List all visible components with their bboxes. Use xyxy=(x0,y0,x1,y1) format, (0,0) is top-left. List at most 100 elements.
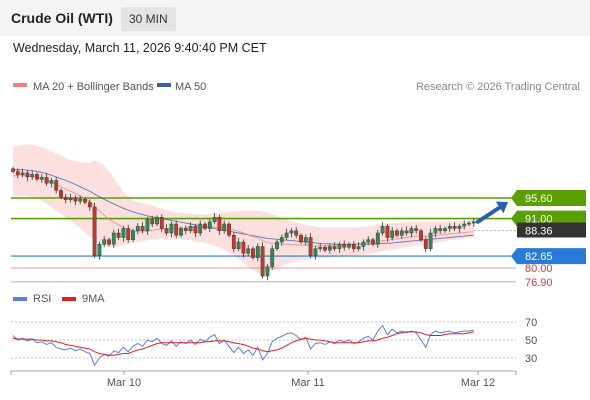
candle xyxy=(121,226,126,242)
candle-body xyxy=(131,230,135,241)
candle xyxy=(164,224,169,236)
candle xyxy=(169,221,174,238)
candle-body xyxy=(207,221,212,229)
level-tag-95-60 xyxy=(511,190,586,206)
candle-body xyxy=(255,246,260,258)
candle xyxy=(371,237,375,247)
candle-body xyxy=(452,226,457,229)
rsi-tick-70: 70 xyxy=(525,317,537,329)
candle-body xyxy=(111,232,116,245)
candle xyxy=(78,195,83,205)
x-axis: Mar 10 Mar 11 Mar 12 xyxy=(10,370,517,389)
candle xyxy=(395,228,399,238)
candle xyxy=(462,220,467,230)
rsi-ma-legend-swatch xyxy=(62,297,76,301)
chart-header: Crude Oil (WTI) 30 MIN xyxy=(0,0,590,36)
candle-body xyxy=(63,196,68,201)
x-tick-label: Mar 11 xyxy=(291,377,324,389)
candle-body xyxy=(438,228,443,231)
candle-body xyxy=(294,230,299,236)
candle xyxy=(116,228,121,240)
candle-body xyxy=(467,222,471,225)
candle-body xyxy=(73,197,78,202)
candle-body xyxy=(179,228,183,236)
candle-body xyxy=(251,248,255,258)
candle-body xyxy=(174,223,179,236)
candle xyxy=(73,195,78,206)
candle-body xyxy=(371,239,375,245)
candle-body xyxy=(59,190,63,198)
candle-body xyxy=(471,221,476,224)
credit-label: Research © 2026 Trading Central xyxy=(416,81,580,93)
candle xyxy=(15,168,20,179)
candle-body xyxy=(385,226,390,238)
candle-body xyxy=(308,237,313,256)
ma50-legend-label: MA 50 xyxy=(175,81,206,93)
candle-body xyxy=(39,177,44,180)
candle-body xyxy=(54,180,59,191)
candle-body xyxy=(404,230,409,234)
candle-body xyxy=(241,241,246,254)
instrument-title: Crude Oil (WTI) xyxy=(11,10,113,26)
candle xyxy=(323,245,327,253)
candle xyxy=(467,221,471,226)
candle-body xyxy=(15,171,20,175)
candle-body xyxy=(323,247,327,251)
candle xyxy=(150,215,155,228)
candle-body xyxy=(399,230,404,236)
candle-body xyxy=(159,217,164,229)
candle-body xyxy=(150,219,155,225)
x-tick-label: Mar 12 xyxy=(461,377,495,389)
candle-body xyxy=(188,226,193,232)
ma50-line xyxy=(12,168,474,245)
candle-body xyxy=(395,230,399,236)
timeframe-badge[interactable]: 30 MIN xyxy=(121,7,176,31)
candle xyxy=(246,245,251,257)
price-legend: MA 20 + Bollinger Bands MA 50 Research ©… xyxy=(13,81,580,93)
candle xyxy=(404,226,409,236)
candle-body xyxy=(332,246,337,249)
candle-body xyxy=(198,223,203,234)
candle xyxy=(443,226,447,233)
forecast-arrow-layer xyxy=(475,201,508,224)
candle xyxy=(419,228,423,242)
candle-body xyxy=(92,206,97,256)
candle-body xyxy=(164,228,169,234)
candle xyxy=(97,241,102,260)
candle xyxy=(255,243,260,262)
candle-body xyxy=(318,247,323,249)
candle-body xyxy=(231,234,236,249)
candle xyxy=(140,222,145,234)
candle-body xyxy=(227,223,231,236)
candle-body xyxy=(390,230,395,238)
candle xyxy=(198,220,203,237)
candles-layer xyxy=(11,166,476,281)
candle-body xyxy=(97,243,102,256)
candle xyxy=(39,174,44,183)
rsi-ma-line xyxy=(12,331,474,356)
rsi-legend-swatch xyxy=(13,297,27,301)
candle xyxy=(87,199,92,211)
candle xyxy=(289,228,294,238)
candle xyxy=(212,213,217,225)
candle-body xyxy=(375,232,380,245)
candle xyxy=(452,222,457,232)
candle-body xyxy=(145,219,150,231)
candle-body xyxy=(275,241,279,249)
candle xyxy=(11,166,15,174)
candle xyxy=(83,197,87,205)
candle xyxy=(63,194,68,204)
candle-body xyxy=(222,223,227,231)
candle xyxy=(59,188,63,200)
ma50-legend-swatch xyxy=(157,83,171,87)
candle xyxy=(313,246,318,260)
candle xyxy=(428,228,433,252)
candle-body xyxy=(49,180,54,184)
candle xyxy=(447,223,452,233)
candle xyxy=(332,242,337,252)
forecast-arrow-head xyxy=(495,201,508,214)
candle-body xyxy=(428,232,433,249)
candle-body xyxy=(313,248,318,256)
candle xyxy=(284,228,289,240)
